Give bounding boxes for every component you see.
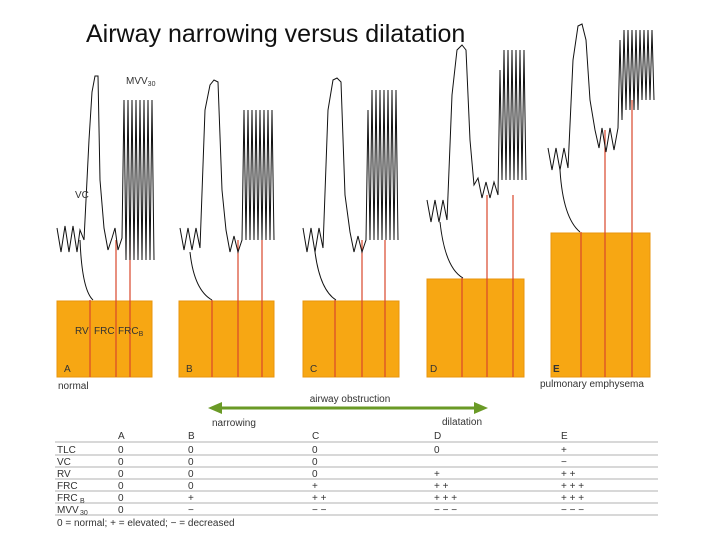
table-cell: − − − (434, 505, 457, 516)
box-e (550, 232, 651, 378)
row-label: MVV (57, 505, 79, 516)
table-row: VC 0 0 0 − (57, 457, 567, 468)
table-row: FRC 0 0 + + + + + + (57, 481, 584, 492)
spirogram-trace-e-tail (559, 169, 581, 233)
arrow-head-left (208, 402, 222, 414)
table-cell: + + (434, 481, 449, 492)
arrow-head-right (474, 402, 488, 414)
table-rules (55, 441, 658, 516)
col-header-e: E (561, 431, 568, 442)
table-row: TLC 0 0 0 0 + (57, 445, 567, 456)
arrow-label: airway obstruction (310, 394, 391, 405)
table-row: RV 0 0 0 + + + (57, 469, 576, 480)
col-header-d: D (434, 431, 441, 442)
frcb-label: FRCB (118, 326, 144, 338)
table-cell: + (561, 445, 567, 456)
table-legend: 0 = normal; + = elevated; − = decreased (57, 518, 235, 529)
table-cell: 0 (118, 493, 124, 504)
spirogram-trace-d-tail (439, 221, 464, 279)
spirogram-trace-e (547, 23, 655, 171)
col-header-c: C (312, 431, 319, 442)
panel-letter-d: D (430, 364, 437, 375)
row-label-subscript: B (80, 498, 85, 505)
col-header-b: B (188, 431, 195, 442)
table-cell: + (434, 469, 440, 480)
spirogram-trace-b-tail (189, 251, 213, 301)
table-cell: 0 (188, 469, 194, 480)
panel-letter-b: B (186, 364, 193, 375)
spirogram-trace-a-tail (79, 239, 94, 301)
table-cell: 0 (312, 457, 318, 468)
col-header-a: A (118, 431, 125, 442)
volume-marker-lines (89, 100, 633, 377)
row-label: TLC (57, 445, 76, 456)
row-label: RV (57, 469, 71, 480)
spirogram-trace-a (56, 75, 155, 261)
panel-letter-c: C (310, 364, 317, 375)
spirogram-trace-c-tail (314, 251, 337, 301)
page-title: Airway narrowing versus dilatation (86, 20, 466, 48)
table-cell: − − − (561, 505, 584, 516)
vc-label: VC (75, 190, 89, 201)
row-label-subscript: 30 (80, 510, 88, 517)
spirogram-traces (56, 23, 655, 301)
box-b (178, 300, 275, 378)
table-cell: − (188, 505, 194, 516)
box-c (302, 300, 400, 378)
box-a (56, 300, 153, 378)
table-header: A B C D E (118, 431, 568, 442)
table-cell: 0 (188, 457, 194, 468)
table-cell: 0 (188, 481, 194, 492)
table-cell: 0 (118, 457, 124, 468)
arrow-right-label: dilatation (442, 417, 482, 428)
row-label: FRC (57, 481, 78, 492)
box-d (426, 278, 525, 378)
table-cell: 0 (312, 469, 318, 480)
panel-letter-a: A (64, 364, 71, 375)
table-cell: 0 (434, 445, 440, 456)
table-cell: 0 (118, 469, 124, 480)
volume-boxes (56, 232, 651, 378)
table-cell: + + (312, 493, 327, 504)
table-cell: + (188, 493, 194, 504)
rv-label: RV (75, 326, 89, 337)
caption-emphysema: pulmonary emphysema (540, 379, 644, 390)
arrow-left-label: narrowing (212, 418, 256, 429)
caption-normal: normal (58, 381, 89, 392)
table-cell: 0 (188, 445, 194, 456)
table-cell: 0 (118, 481, 124, 492)
row-label: VC (57, 457, 71, 468)
row-label: FRC (57, 493, 78, 504)
spirogram-trace-d (426, 44, 527, 223)
table-cell: − − (312, 505, 327, 516)
table-row: MVV 30 0 − − − − − − − − − (57, 505, 584, 517)
frc-label: FRC (94, 326, 115, 337)
table-cell: 0 (118, 445, 124, 456)
table-cell: + + + (561, 493, 584, 504)
spirogram-trace-c (302, 77, 399, 254)
table-cell: − (561, 457, 567, 468)
table-cell: + + + (434, 493, 457, 504)
table-cell: 0 (312, 445, 318, 456)
panel-letter-e: E (553, 364, 560, 375)
table-cell: + (312, 481, 318, 492)
mvv-label: MVV30 (126, 76, 156, 88)
table-cell: + + (561, 469, 576, 480)
spirogram-trace-b (179, 79, 275, 254)
table-body: TLC 0 0 0 0 +VC 0 0 0 −RV 0 0 0 + + +FRC 0 0 + + + + + +FRC… (57, 445, 584, 517)
results-table: A B C D E TLC 0 0 0 0 +VC 0 0 0 −RV 0 0 0 + + +FRC 0 0 + +… (55, 431, 658, 517)
table-cell: + + + (561, 481, 584, 492)
table-row: FRC B 0 + + + + + + + + + (57, 493, 584, 505)
airway-obstruction-arrow (208, 402, 488, 414)
table-cell: 0 (118, 505, 124, 516)
